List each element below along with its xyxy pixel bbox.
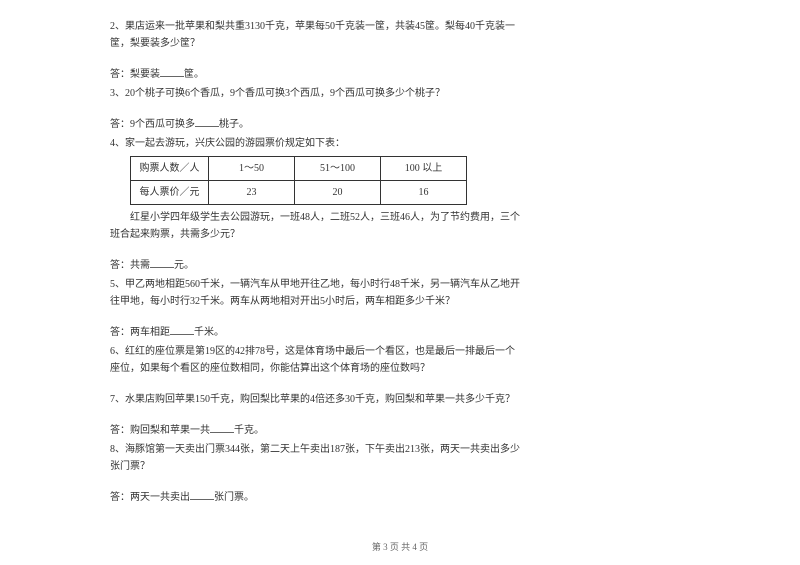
- question-4: 4、家一起去游玩，兴庆公园的游园票价规定如下表： 购票人数／人 1～50 51～…: [110, 135, 690, 274]
- question-6: 6、红红的座位票是第19区的42排78号，这是体育场中最后一个看区，也是最后一排…: [110, 343, 690, 377]
- q3-ans-pre: 答：9个西瓜可换多: [110, 119, 195, 130]
- table-cell: 20: [295, 181, 381, 205]
- q8-ans-post: 张门票。: [214, 492, 254, 503]
- blank: [190, 489, 214, 500]
- q2-line2: 筐，梨要装多少筐？: [110, 35, 690, 52]
- q2-ans-post: 筐。: [184, 69, 204, 80]
- question-2: 2、果店运来一批苹果和梨共重3130千克，苹果每50千克装一筐，共装45筐。梨每…: [110, 18, 690, 83]
- q4-ans-post: 元。: [174, 260, 194, 271]
- q2-line1: 2、果店运来一批苹果和梨共重3130千克，苹果每50千克装一筐，共装45筐。梨每…: [110, 18, 690, 35]
- q2-answer: 答：梨要装 筐。: [110, 66, 690, 83]
- table-cell: 100 以上: [381, 157, 467, 181]
- q4-text: 4、家一起去游玩，兴庆公园的游园票价规定如下表：: [110, 135, 690, 152]
- blank: [195, 116, 219, 127]
- q5-answer: 答：两车相距 千米。: [110, 324, 690, 341]
- q6-line1: 6、红红的座位票是第19区的42排78号，这是体育场中最后一个看区，也是最后一排…: [110, 343, 690, 360]
- q8-answer: 答：两天一共卖出 张门票。: [110, 489, 690, 506]
- q3-ans-post: 桃子。: [219, 119, 249, 130]
- q4-ans-pre: 答：共需: [110, 260, 150, 271]
- blank: [170, 324, 194, 335]
- question-5: 5、甲乙两地相距560千米，一辆汽车从甲地开往乙地，每小时行48千米，另一辆汽车…: [110, 276, 690, 341]
- table-cell: 23: [209, 181, 295, 205]
- question-7: 7、水果店购回苹果150千克，购回梨比苹果的4倍还多30千克，购回梨和苹果一共多…: [110, 391, 690, 439]
- q5-line2: 往甲地，每小时行32千米。两车从两地相对开出5小时后，两车相距多少千米？: [110, 293, 690, 310]
- q8-line2: 张门票？: [110, 458, 690, 475]
- page-footer: 第 3 页 共 4 页: [110, 540, 690, 555]
- q3-text: 3、20个桃子可换6个香瓜，9个香瓜可换3个西瓜，9个西瓜可换多少个桃子？: [110, 85, 690, 102]
- q4-para1: 红星小学四年级学生去公园游玩，一班48人，二班52人，三班46人，为了节约费用，…: [110, 209, 690, 226]
- blank: [150, 257, 174, 268]
- q7-answer: 答：购回梨和苹果一共 千克。: [110, 422, 690, 439]
- blank: [210, 422, 234, 433]
- question-3: 3、20个桃子可换6个香瓜，9个香瓜可换3个西瓜，9个西瓜可换多少个桃子？ 答：…: [110, 85, 690, 133]
- table-cell: 购票人数／人: [131, 157, 209, 181]
- table-cell: 每人票价／元: [131, 181, 209, 205]
- q7-ans-post: 千克。: [234, 425, 264, 436]
- q4-para2: 班合起来购票，共需多少元？: [110, 226, 690, 243]
- price-table: 购票人数／人 1～50 51～100 100 以上 每人票价／元 23 20 1…: [130, 156, 467, 205]
- table-cell: 1～50: [209, 157, 295, 181]
- q5-line1: 5、甲乙两地相距560千米，一辆汽车从甲地开往乙地，每小时行48千米，另一辆汽车…: [110, 276, 690, 293]
- q2-ans-pre: 答：梨要装: [110, 69, 160, 80]
- q3-answer: 答：9个西瓜可换多 桃子。: [110, 116, 690, 133]
- q5-ans-post: 千米。: [194, 327, 224, 338]
- q5-ans-pre: 答：两车相距: [110, 327, 170, 338]
- q4-answer: 答：共需 元。: [110, 257, 690, 274]
- q8-ans-pre: 答：两天一共卖出: [110, 492, 190, 503]
- q6-line2: 座位，如果每个看区的座位数相同，你能估算出这个体育场的座位数吗？: [110, 360, 690, 377]
- table-cell: 51～100: [295, 157, 381, 181]
- q8-line1: 8、海豚馆第一天卖出门票344张，第二天上午卖出187张，下午卖出213张，两天…: [110, 441, 690, 458]
- table-row: 购票人数／人 1～50 51～100 100 以上: [131, 157, 467, 181]
- question-8: 8、海豚馆第一天卖出门票344张，第二天上午卖出187张，下午卖出213张，两天…: [110, 441, 690, 506]
- table-cell: 16: [381, 181, 467, 205]
- q7-ans-pre: 答：购回梨和苹果一共: [110, 425, 210, 436]
- q7-text: 7、水果店购回苹果150千克，购回梨比苹果的4倍还多30千克，购回梨和苹果一共多…: [110, 391, 690, 408]
- table-row: 每人票价／元 23 20 16: [131, 181, 467, 205]
- blank: [160, 66, 184, 77]
